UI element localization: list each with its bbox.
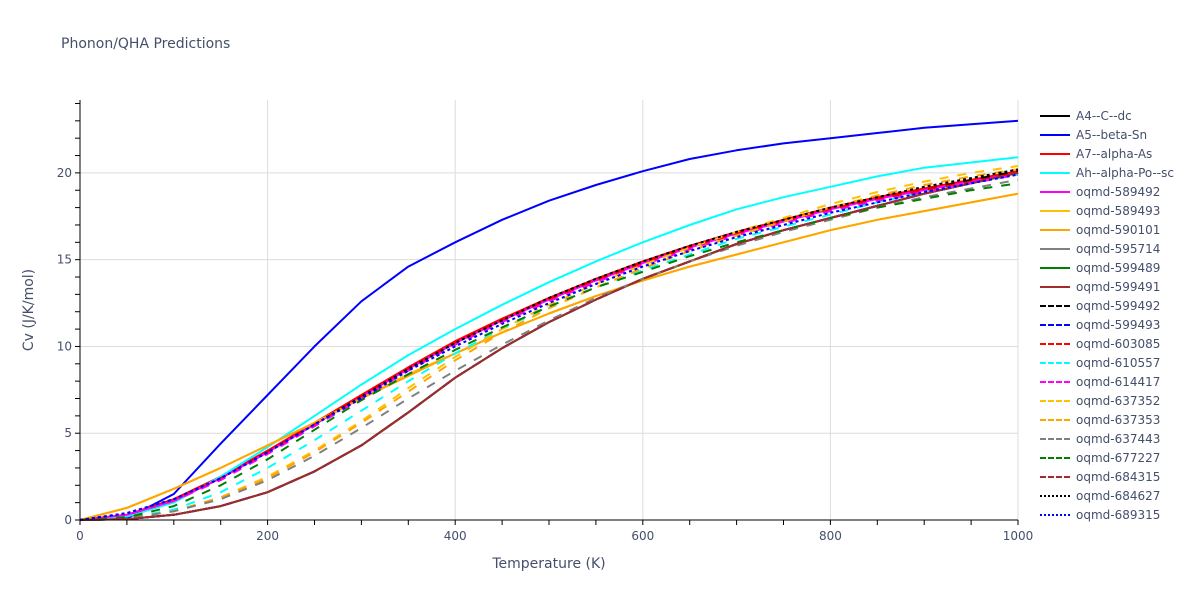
legend-item-oqmd-589493[interactable]: oqmd-589493 [1040, 201, 1174, 220]
y-axis-title: Cv (J/K/mol) [21, 269, 37, 351]
legend-label: Ah--alpha-Po--sc [1076, 165, 1174, 180]
legend-item-oqmd-590101[interactable]: oqmd-590101 [1040, 220, 1174, 239]
legend-item-oqmd-637352[interactable]: oqmd-637352 [1040, 391, 1174, 410]
legend-swatch-icon [1040, 323, 1070, 326]
legend-item-Ah--alpha-Po--sc[interactable]: Ah--alpha-Po--sc [1040, 163, 1174, 182]
series-line-Ah--alpha-Po--sc [79, 156, 1019, 521]
legend-label: oqmd-614417 [1076, 374, 1161, 389]
legend-swatch-icon [1040, 190, 1070, 193]
legend-label: A4--C--dc [1076, 108, 1132, 123]
legend-swatch-icon [1040, 456, 1070, 459]
series-line-oqmd-603085 [79, 171, 1019, 521]
legend-label: oqmd-589492 [1076, 184, 1161, 199]
legend-swatch-icon [1040, 399, 1070, 402]
legend-item-A4--C--dc[interactable]: A4--C--dc [1040, 106, 1174, 125]
legend-swatch-icon [1040, 266, 1070, 269]
legend-item-oqmd-689315[interactable]: oqmd-689315 [1040, 505, 1174, 524]
legend-swatch-icon [1040, 152, 1070, 155]
y-tick-label: 5 [64, 426, 72, 440]
series-line-oqmd-689315 [79, 173, 1019, 521]
series-line-oqmd-637352 [79, 165, 1019, 521]
legend-swatch-icon [1040, 361, 1070, 364]
series-line-oqmd-589493 [79, 192, 1019, 521]
x-axis-title: Temperature (K) [491, 556, 605, 572]
legend-swatch-icon [1040, 418, 1070, 421]
legend-label: A5--beta-Sn [1076, 127, 1148, 142]
x-tick-label: 0 [76, 529, 84, 543]
chart-title: Phonon/QHA Predictions [61, 36, 231, 52]
legend-swatch-icon [1040, 209, 1070, 212]
legend-swatch-icon [1040, 228, 1070, 231]
legend-label: oqmd-599493 [1076, 317, 1161, 332]
legend-label: oqmd-689315 [1076, 507, 1161, 522]
legend-label: oqmd-595714 [1076, 241, 1161, 256]
legend-swatch-icon [1040, 171, 1070, 174]
legend-item-oqmd-603085[interactable]: oqmd-603085 [1040, 334, 1174, 353]
legend-item-oqmd-637353[interactable]: oqmd-637353 [1040, 410, 1174, 429]
legend-label: oqmd-590101 [1076, 222, 1161, 237]
series-line-A5--beta-Sn [79, 119, 1019, 521]
legend-swatch-icon [1040, 342, 1070, 345]
legend-label: oqmd-589493 [1076, 203, 1161, 218]
series-line-oqmd-684315 [79, 171, 1019, 521]
legend-swatch-icon [1040, 247, 1070, 250]
series-line-oqmd-677227 [79, 182, 1019, 521]
series-line-oqmd-684627 [79, 168, 1019, 521]
legend-swatch-icon [1040, 285, 1070, 288]
legend-label: oqmd-599489 [1076, 260, 1161, 275]
legend-label: oqmd-599491 [1076, 279, 1161, 294]
legend-label: oqmd-637443 [1076, 431, 1161, 446]
legend-label: oqmd-684627 [1076, 488, 1161, 503]
legend-item-oqmd-589492[interactable]: oqmd-589492 [1040, 182, 1174, 201]
gridlines [80, 100, 1019, 520]
series-lines [79, 119, 1019, 521]
axes: 0 200 400 600 800 1000 0 5 10 15 20 [57, 100, 1034, 543]
series-line-oqmd-614417 [79, 173, 1019, 521]
legend-swatch-icon [1040, 494, 1070, 497]
legend-item-oqmd-595714[interactable]: oqmd-595714 [1040, 239, 1174, 258]
x-tick-label: 800 [819, 529, 842, 543]
legend-item-oqmd-684315[interactable]: oqmd-684315 [1040, 467, 1174, 486]
legend-label: oqmd-599492 [1076, 298, 1161, 313]
series-line-oqmd-637353 [79, 168, 1019, 521]
legend-swatch-icon [1040, 437, 1070, 440]
legend-swatch-icon [1040, 114, 1070, 117]
x-tick-label: 200 [256, 529, 279, 543]
legend-label: oqmd-684315 [1076, 469, 1161, 484]
legend-item-oqmd-599491[interactable]: oqmd-599491 [1040, 277, 1174, 296]
legend-item-oqmd-610557[interactable]: oqmd-610557 [1040, 353, 1174, 372]
series-line-oqmd-590101 [79, 192, 1019, 521]
legend-item-oqmd-599489[interactable]: oqmd-599489 [1040, 258, 1174, 277]
x-tick-label: 600 [631, 529, 654, 543]
legend: A4--C--dc A5--beta-Sn A7--alpha-As Ah--alph… [1040, 106, 1174, 524]
x-tick-label: 400 [444, 529, 467, 543]
legend-swatch-icon [1040, 304, 1070, 307]
legend-label: oqmd-637352 [1076, 393, 1161, 408]
legend-item-A5--beta-Sn[interactable]: A5--beta-Sn [1040, 125, 1174, 144]
y-tick-label: 10 [57, 339, 72, 353]
y-tick-label: 20 [57, 166, 72, 180]
legend-swatch-icon [1040, 475, 1070, 478]
y-tick-label: 0 [64, 513, 72, 527]
y-tick-label: 15 [57, 253, 72, 267]
x-tick-label: 1000 [1003, 529, 1034, 543]
legend-item-oqmd-637443[interactable]: oqmd-637443 [1040, 429, 1174, 448]
legend-swatch-icon [1040, 380, 1070, 383]
legend-label: oqmd-610557 [1076, 355, 1161, 370]
legend-item-oqmd-684627[interactable]: oqmd-684627 [1040, 486, 1174, 505]
legend-item-oqmd-599492[interactable]: oqmd-599492 [1040, 296, 1174, 315]
legend-label: oqmd-637353 [1076, 412, 1161, 427]
legend-item-A7--alpha-As[interactable]: A7--alpha-As [1040, 144, 1174, 163]
legend-label: oqmd-603085 [1076, 336, 1161, 351]
legend-swatch-icon [1040, 513, 1070, 516]
legend-label: oqmd-677227 [1076, 450, 1161, 465]
legend-swatch-icon [1040, 133, 1070, 136]
legend-item-oqmd-614417[interactable]: oqmd-614417 [1040, 372, 1174, 391]
legend-label: A7--alpha-As [1076, 146, 1153, 161]
legend-item-oqmd-599493[interactable]: oqmd-599493 [1040, 315, 1174, 334]
legend-item-oqmd-677227[interactable]: oqmd-677227 [1040, 448, 1174, 467]
